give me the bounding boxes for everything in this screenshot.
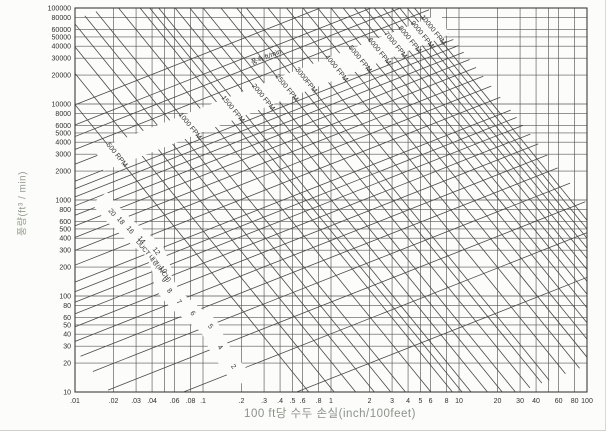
y-tick-label: 10000: [52, 102, 72, 109]
x-tick-label: 6: [429, 398, 433, 405]
y-tick-label: 100: [59, 294, 71, 301]
x-tick-label: .5: [290, 398, 296, 405]
y-tick-label: 50000: [52, 34, 72, 41]
y-tick-label: 80: [63, 303, 71, 310]
y-tick-label: 4000: [55, 140, 71, 147]
x-tick-label: 4: [406, 398, 410, 405]
x-tick-label: 1: [329, 398, 333, 405]
y-tick-label: 100000: [48, 6, 71, 13]
x-tick-label: 2: [368, 398, 372, 405]
x-tick-label: .08: [186, 398, 196, 405]
diameter-line-label: 14: [136, 235, 146, 246]
diameter-line-label: 5: [206, 323, 214, 331]
y-tick-label: 300: [59, 248, 71, 255]
x-tick-label: .6: [300, 398, 306, 405]
x-tick-label: 10: [455, 398, 463, 405]
x-axis-title: 100 ft당 수두 손실(inch/100feet): [244, 408, 416, 420]
x-tick-label: 5: [419, 398, 423, 405]
x-tick-label: .02: [109, 398, 119, 405]
diameter-line-label: 7: [175, 299, 183, 307]
x-tick-label: 80: [571, 398, 579, 405]
y-tick-label: 8000: [55, 111, 71, 118]
y-tick-label: 5000: [55, 130, 71, 137]
x-tick-label: .1: [200, 398, 206, 405]
x-tick-label: .06: [170, 398, 180, 405]
x-tick-label: 20: [494, 398, 502, 405]
y-tick-label: 20000: [52, 73, 72, 80]
diameter-line-label: 9: [160, 276, 168, 284]
y-tick-label: 20: [63, 361, 71, 368]
y-axis-title: 풍량(ft³ / min): [17, 171, 29, 236]
y-tick-label: 40000: [52, 44, 72, 51]
y-tick-label: 6000: [55, 123, 71, 130]
x-tick-label: .4: [277, 398, 283, 405]
y-tick-label: 400: [59, 236, 71, 243]
x-tick-label: .2: [239, 398, 245, 405]
x-tick-label: .01: [70, 398, 80, 405]
y-tick-label: 500: [59, 226, 71, 233]
y-tick-label: 30000: [52, 56, 72, 63]
x-tick-label: 40: [532, 398, 540, 405]
y-tick-label: 80000: [52, 15, 72, 22]
y-tick-label: 600: [59, 219, 71, 226]
diameter-line-label: 4: [216, 344, 224, 352]
diameter-line-label: 16: [125, 225, 135, 236]
y-tick-label: 3000: [55, 152, 71, 159]
y-tick-label: 10: [63, 390, 71, 397]
x-tick-label: 30: [516, 398, 524, 405]
y-tick-label: 1000: [55, 198, 71, 205]
x-tick-label: .04: [147, 398, 157, 405]
y-tick-label: 40: [63, 332, 71, 339]
x-tick-label: 60: [555, 398, 563, 405]
diameter-line-label: 12: [151, 246, 161, 257]
x-tick-label: .8: [316, 398, 322, 405]
diameter-line-label: 8: [165, 288, 173, 296]
y-tick-label: 60: [63, 315, 71, 322]
x-tick-label: .03: [131, 398, 141, 405]
y-tick-label: 50: [63, 322, 71, 329]
y-tick-label: 2000: [55, 169, 71, 176]
y-tick-label: 60000: [52, 27, 72, 34]
y-tick-label: 200: [59, 265, 71, 272]
x-tick-label: 3: [390, 398, 394, 405]
y-tick-label: 30: [63, 344, 71, 351]
y-tick-label: 800: [59, 207, 71, 214]
diameter-line-label: 20: [106, 208, 116, 219]
x-tick-label: 100: [581, 398, 593, 405]
x-tick-label: .3: [261, 398, 267, 405]
diameter-line-label: 6: [188, 310, 196, 318]
x-tick-label: 8: [445, 398, 449, 405]
diameter-line-label: 18: [115, 216, 125, 227]
diameter-line-label: 10: [157, 265, 167, 276]
diameter-line-label: 2: [229, 363, 237, 371]
